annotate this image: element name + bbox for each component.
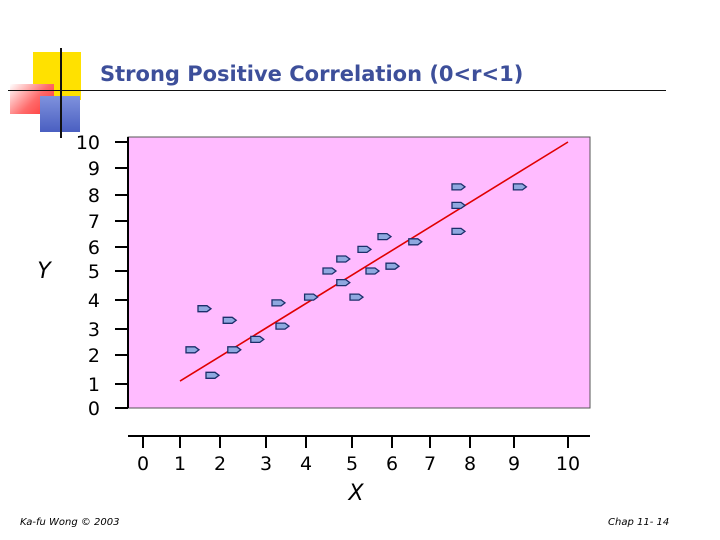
data-point [303,293,319,301]
data-point [227,346,242,354]
footer-page-number: Chap 11- 14 [608,517,670,528]
x-tick-label: 6 [386,453,398,475]
data-point [336,255,351,263]
x-tick-label: 8 [464,453,476,475]
x-tick-label: 2 [214,453,226,475]
plot-area [127,136,591,409]
y-tick-label: 2 [88,345,100,367]
data-point [222,316,238,324]
data-point [185,346,201,354]
data-point [271,299,287,307]
data-point [377,232,393,241]
x-tick-label: 0 [137,453,149,475]
x-tick-label: 1 [174,453,186,475]
y-tick-label: 0 [88,398,100,420]
regression-line [179,141,569,382]
y-tick-label: 1 [88,374,100,396]
y-tick-label: 7 [88,211,100,233]
data-point [451,183,467,191]
y-tick-label: 4 [88,290,100,312]
data-point [512,183,528,191]
data-point [451,227,467,236]
y-axis-title: Y [37,259,52,284]
x-axis-title: X [347,481,364,506]
y-tick-label: 9 [88,158,100,180]
x-tick-label: 3 [260,453,272,475]
data-point [205,371,221,379]
y-tick-label: 10 [76,132,100,154]
x-tick-label: 9 [508,453,520,475]
data-point [250,335,265,344]
data-point [357,245,373,254]
data-point [349,293,365,301]
y-tick-label: 8 [88,185,100,207]
y-tick-label: 5 [88,261,100,283]
data-point [451,201,467,210]
data-point [322,267,338,275]
x-tick-label: 7 [424,453,436,475]
y-tick-label: 3 [88,319,100,341]
deco-vertical-line [60,48,62,138]
x-tick-label: 4 [300,453,312,475]
x-tick-label: 5 [346,453,358,475]
data-point [408,238,423,246]
slide-title: Strong Positive Correlation (0<r<1) [100,62,524,86]
x-tick-label: 10 [556,453,580,475]
data-points [185,183,528,379]
y-axis: 01 2 3 4 56 7 8 9 10 [76,132,129,420]
y-tick-label: 6 [88,237,100,259]
x-axis: 0 1 2 3 4 5 6 7 8 9 10 [128,435,590,475]
data-point [385,262,401,270]
data-point [275,322,291,330]
deco-horizontal-line [8,90,666,91]
data-point [336,278,351,287]
data-point [197,305,213,313]
footer-author: Ka-fu Wong © 2003 [20,517,120,528]
data-point [365,267,381,275]
